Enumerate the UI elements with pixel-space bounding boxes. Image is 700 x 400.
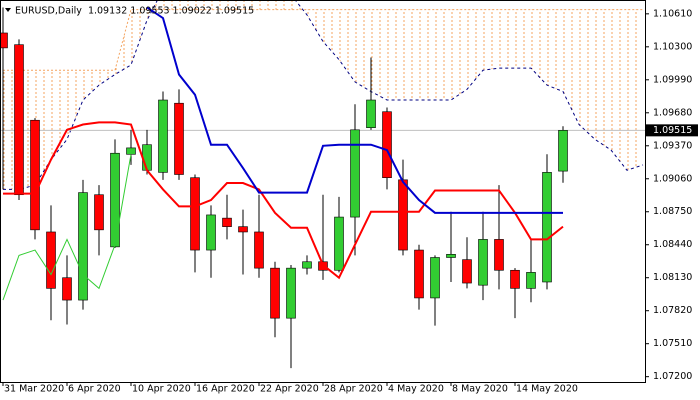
x-tick-label: 16 Apr 2020 xyxy=(196,384,255,395)
candle-body xyxy=(430,257,440,299)
y-tick-label: 1.09680 xyxy=(653,107,692,118)
candle-body xyxy=(206,214,216,251)
y-tick-label: 1.07200 xyxy=(653,371,692,382)
candle-body xyxy=(478,239,488,286)
y-tick-label: 1.09370 xyxy=(653,140,692,151)
y-tick-label: 1.10610 xyxy=(653,8,692,19)
symbol-icon xyxy=(5,8,11,12)
x-tick-label: 22 Apr 2020 xyxy=(260,384,319,395)
candle-body xyxy=(14,44,24,196)
x-tick-label: 10 Apr 2020 xyxy=(132,384,191,395)
candle-body xyxy=(110,152,120,248)
candle-body xyxy=(158,99,168,173)
y-tick-label: 1.08440 xyxy=(653,239,692,250)
candle-body xyxy=(94,194,104,231)
x-tick-label: 31 Mar 2020 xyxy=(4,384,64,395)
plot-area xyxy=(0,0,645,369)
y-tick-label: 1.07510 xyxy=(653,338,692,349)
last-price-label: 1.09515 xyxy=(653,125,692,136)
candle-body xyxy=(334,216,344,271)
candle-body xyxy=(222,217,232,227)
x-tick-label: 14 May 2020 xyxy=(516,384,578,395)
candle-body xyxy=(366,99,376,128)
x-tick-label: 4 May 2020 xyxy=(388,384,444,395)
candle-body xyxy=(62,277,72,301)
candle-body xyxy=(286,267,296,319)
x-tick-label: 6 Apr 2020 xyxy=(68,384,121,395)
candle-body xyxy=(270,267,280,319)
candle-body xyxy=(190,177,200,251)
candle-body xyxy=(174,102,184,175)
candle-body xyxy=(0,32,8,49)
chart-title: EURUSD,Daily 1.09132 1.09553 1.09022 1.0… xyxy=(15,6,254,17)
y-tick-label: 1.08130 xyxy=(653,272,692,283)
y-tick-label: 1.08750 xyxy=(653,206,692,217)
candle-body xyxy=(446,254,456,258)
x-tick-label: 8 May 2020 xyxy=(452,384,508,395)
x-tick-label: 28 Apr 2020 xyxy=(324,384,383,395)
candle-body xyxy=(30,119,40,231)
candle-body xyxy=(558,130,568,172)
y-tick-label: 1.10300 xyxy=(653,41,692,52)
candle-body xyxy=(526,272,536,289)
candle-body xyxy=(78,192,88,301)
indicator-line xyxy=(2,154,132,301)
candle-body xyxy=(462,259,472,284)
candle-body xyxy=(126,147,136,155)
candle-body xyxy=(542,172,552,283)
indicator-line xyxy=(146,6,563,214)
candle-body xyxy=(142,144,152,171)
y-tick-label: 1.09990 xyxy=(653,74,692,85)
last-price-box xyxy=(646,124,698,137)
candle-body xyxy=(398,179,408,251)
axes: 1.10610 1.10300 1.09990 1.09680 1.09370 1.090… xyxy=(2,8,698,395)
y-tick-label: 1.07820 xyxy=(653,305,692,316)
candle-body xyxy=(382,111,392,178)
candle-body xyxy=(414,249,424,299)
cloud-span-b xyxy=(3,9,643,71)
candle-body xyxy=(350,129,360,218)
candle-body xyxy=(46,231,56,289)
y-tick-label: 1.09060 xyxy=(653,173,692,184)
cloud xyxy=(3,0,643,190)
candle-body xyxy=(302,261,312,269)
candle-body xyxy=(238,226,248,233)
candle-body xyxy=(254,231,264,269)
candle-body xyxy=(494,239,504,271)
candle-body xyxy=(510,269,520,289)
indicator-line xyxy=(3,121,564,280)
